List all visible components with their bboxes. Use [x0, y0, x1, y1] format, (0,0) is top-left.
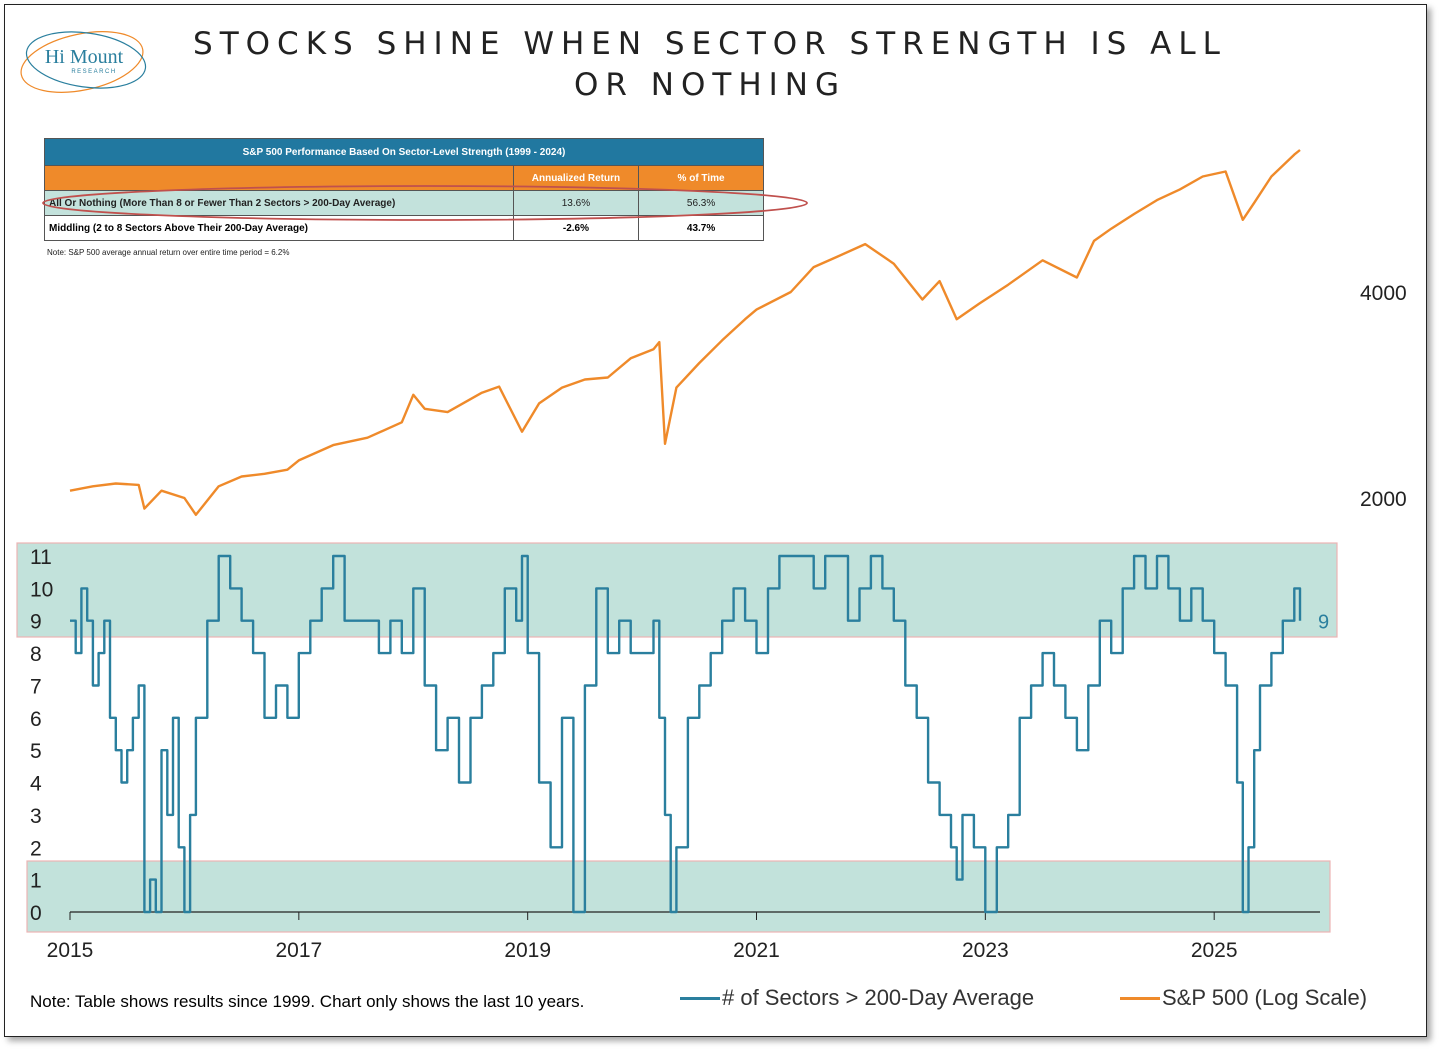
y-left-tick-label: 5	[30, 740, 42, 763]
row-return: -2.6%	[512, 215, 640, 241]
y-left-tick-label: 9	[30, 611, 42, 634]
x-tick-label: 2021	[733, 939, 780, 962]
title-line-2: OR NOTHING	[574, 67, 846, 103]
x-tick-label: 2019	[504, 939, 551, 962]
footnote: Note: Table shows results since 1999. Ch…	[30, 992, 585, 1011]
legend-swatch-orange	[1120, 996, 1160, 1000]
table-title: S&P 500 Performance Based On Sector-Leve…	[44, 138, 764, 166]
logo-name: Hi Mount	[45, 46, 124, 68]
y-left-tick-label: 4	[30, 773, 42, 796]
last-value-label: 9	[1318, 612, 1329, 634]
x-tick-label: 2015	[47, 939, 94, 962]
y-left-tick-label: 11	[30, 546, 52, 569]
y-left-tick-label: 0	[30, 902, 42, 925]
sp500-line	[69, 149, 1301, 516]
y-right-tick-label: 4000	[1360, 282, 1407, 305]
upper-band	[16, 542, 1338, 638]
x-tick-label: 2025	[1191, 939, 1238, 962]
logo-sub: RESEARCH	[71, 69, 116, 75]
y-left-tick-label: 8	[30, 643, 42, 666]
title-line-1: STOCKS SHINE WHEN SECTOR STRENGTH IS ALL	[193, 26, 1227, 62]
row-return: 13.6%	[512, 190, 640, 216]
lower-band	[26, 860, 1331, 933]
highlight-ellipse	[42, 185, 808, 221]
y-left-tick-label: 6	[30, 708, 42, 731]
table-header-time: % of Time	[638, 165, 764, 191]
legend-swatch-teal	[680, 996, 720, 1000]
table-note: Note: S&P 500 average annual return over…	[47, 248, 290, 257]
row-time: 43.7%	[638, 215, 764, 241]
y-left-tick-label: 7	[30, 675, 42, 698]
y-left-tick-label: 10	[30, 578, 53, 601]
legend-sp500: S&P 500 (Log Scale)	[1120, 985, 1367, 1011]
x-tick-label: 2023	[962, 939, 1009, 962]
y-left-tick-label: 3	[30, 805, 42, 828]
legend-label: # of Sectors > 200-Day Average	[722, 985, 1035, 1010]
row-label: All Or Nothing (More Than 8 or Fewer Tha…	[44, 190, 514, 216]
legend-label: S&P 500 (Log Scale)	[1162, 985, 1368, 1010]
table-header-return: Annualized Return	[512, 165, 640, 191]
y-right-tick-label: 2000	[1360, 488, 1407, 511]
row-time: 56.3%	[638, 190, 764, 216]
y-left-tick-label: 2	[30, 837, 42, 860]
chart-title: STOCKS SHINE WHEN SECTOR STRENGTH IS ALL…	[160, 24, 1260, 106]
y-left-tick-label: 1	[30, 870, 42, 893]
performance-table: S&P 500 Performance Based On Sector-Leve…	[44, 138, 764, 241]
table-row: All Or Nothing (More Than 8 or Fewer Tha…	[44, 190, 764, 216]
logo: Hi Mount RESEARCH	[20, 31, 147, 93]
sectors-line	[70, 554, 1302, 914]
legend-sectors: # of Sectors > 200-Day Average	[680, 985, 1034, 1011]
x-tick-label: 2017	[275, 939, 322, 962]
